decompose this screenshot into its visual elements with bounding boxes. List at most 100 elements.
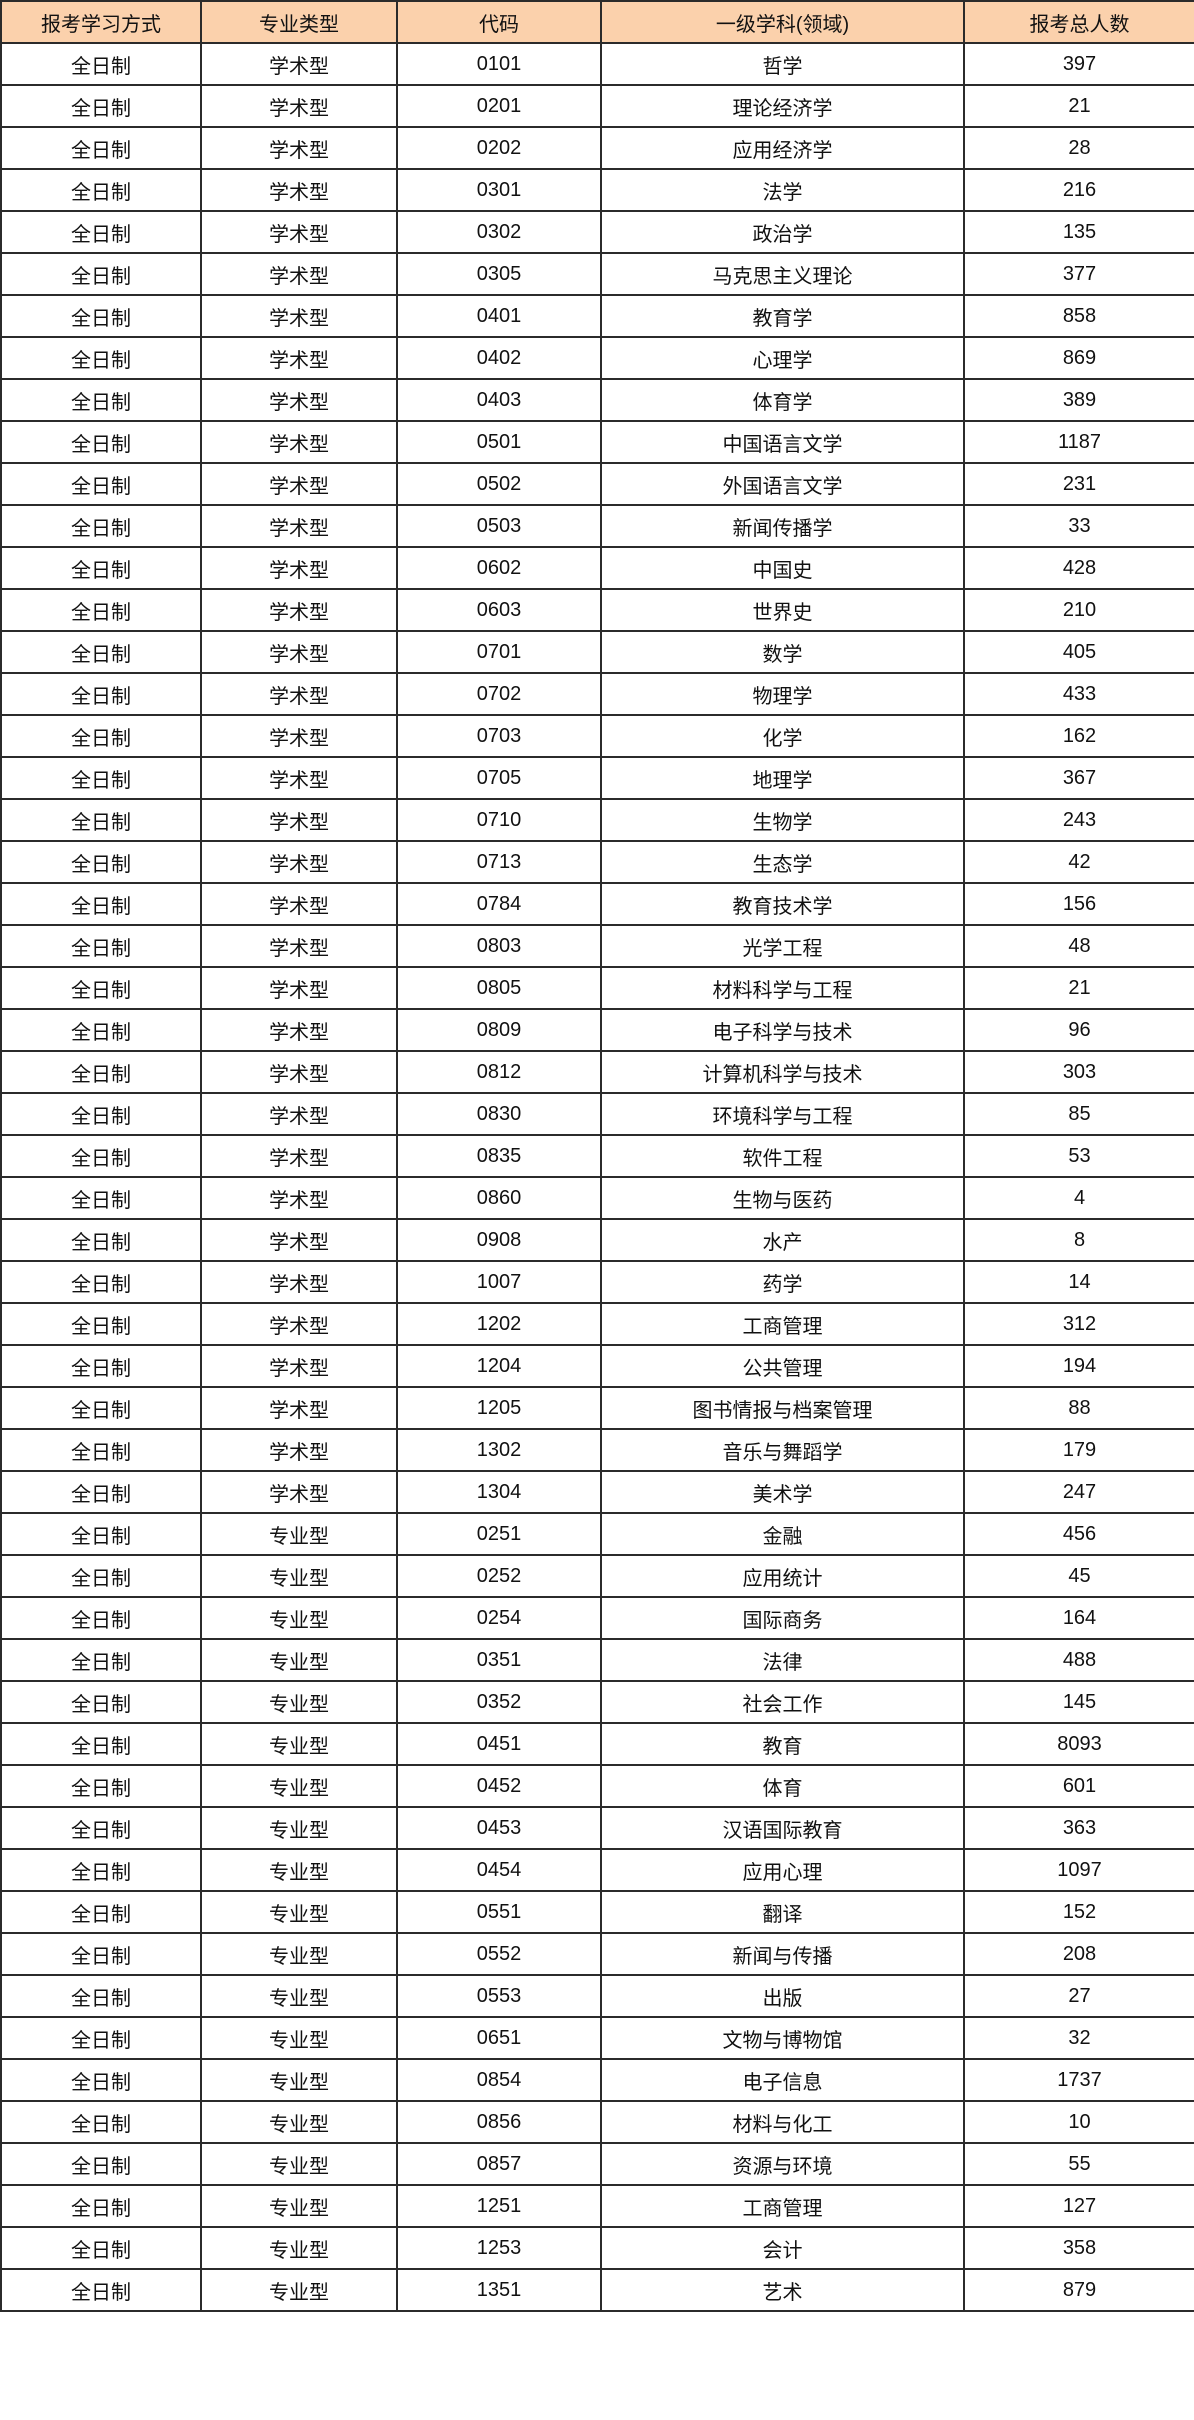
cell-study-mode: 全日制 — [0, 462, 202, 506]
cell-code: 1007 — [396, 1260, 602, 1304]
cell-code: 0305 — [396, 252, 602, 296]
cell-code: 0551 — [396, 1890, 602, 1934]
table-row: 全日制 学术型 0201 理论经济学 21 — [0, 84, 1194, 128]
table-row: 全日制 学术型 0860 生物与医药 4 — [0, 1176, 1194, 1220]
cell-study-mode: 全日制 — [0, 798, 202, 842]
cell-program-type: 专业型 — [200, 2226, 398, 2270]
cell-code: 0402 — [396, 336, 602, 380]
cell-program-type: 专业型 — [200, 1764, 398, 1808]
cell-code: 0908 — [396, 1218, 602, 1262]
cell-study-mode: 全日制 — [0, 1806, 202, 1850]
table-row: 全日制 学术型 0302 政治学 135 — [0, 210, 1194, 254]
cell-program-type: 学术型 — [200, 84, 398, 128]
cell-study-mode: 全日制 — [0, 1218, 202, 1262]
cell-discipline: 电子信息 — [600, 2058, 965, 2102]
cell-total: 208 — [963, 1932, 1194, 1976]
cell-discipline: 马克思主义理论 — [600, 252, 965, 296]
cell-discipline: 材料与化工 — [600, 2100, 965, 2144]
cell-program-type: 学术型 — [200, 714, 398, 758]
table-row: 全日制 学术型 0602 中国史 428 — [0, 546, 1194, 590]
cell-program-type: 专业型 — [200, 1722, 398, 1766]
table-row: 全日制 学术型 0703 化学 162 — [0, 714, 1194, 758]
cell-program-type: 学术型 — [200, 126, 398, 170]
cell-discipline: 生态学 — [600, 840, 965, 884]
cell-discipline: 电子科学与技术 — [600, 1008, 965, 1052]
cell-code: 0784 — [396, 882, 602, 926]
cell-code: 0201 — [396, 84, 602, 128]
cell-discipline: 生物学 — [600, 798, 965, 842]
table-row: 全日制 专业型 0254 国际商务 164 — [0, 1596, 1194, 1640]
cell-discipline: 工商管理 — [600, 2184, 965, 2228]
cell-study-mode: 全日制 — [0, 294, 202, 338]
cell-study-mode: 全日制 — [0, 1050, 202, 1094]
cell-study-mode: 全日制 — [0, 1974, 202, 2018]
table-row: 全日制 专业型 1253 会计 358 — [0, 2226, 1194, 2270]
cell-total: 303 — [963, 1050, 1194, 1094]
cell-program-type: 学术型 — [200, 756, 398, 800]
cell-program-type: 学术型 — [200, 1386, 398, 1430]
table-row: 全日制 学术型 0835 软件工程 53 — [0, 1134, 1194, 1178]
cell-total: 858 — [963, 294, 1194, 338]
applicants-table: 报考学习方式 专业类型 代码 一级学科(领域) 报考总人数 全日制 学术型 01… — [0, 0, 1194, 2312]
cell-total: 216 — [963, 168, 1194, 212]
cell-discipline: 物理学 — [600, 672, 965, 716]
cell-total: 397 — [963, 42, 1194, 86]
cell-program-type: 专业型 — [200, 1512, 398, 1556]
cell-total: 164 — [963, 1596, 1194, 1640]
cell-total: 377 — [963, 252, 1194, 296]
table-row: 全日制 专业型 0854 电子信息 1737 — [0, 2058, 1194, 2102]
cell-code: 0451 — [396, 1722, 602, 1766]
cell-study-mode: 全日制 — [0, 336, 202, 380]
cell-total: 389 — [963, 378, 1194, 422]
cell-discipline: 新闻与传播 — [600, 1932, 965, 1976]
cell-discipline: 音乐与舞蹈学 — [600, 1428, 965, 1472]
cell-code: 0252 — [396, 1554, 602, 1598]
cell-discipline: 图书情报与档案管理 — [600, 1386, 965, 1430]
header-cell-study-mode: 报考学习方式 — [0, 0, 202, 44]
table-row: 全日制 专业型 0452 体育 601 — [0, 1764, 1194, 1808]
cell-discipline: 工商管理 — [600, 1302, 965, 1346]
table-row: 全日制 学术型 1304 美术学 247 — [0, 1470, 1194, 1514]
cell-study-mode: 全日制 — [0, 882, 202, 926]
cell-total: 4 — [963, 1176, 1194, 1220]
table-row: 全日制 专业型 0552 新闻与传播 208 — [0, 1932, 1194, 1976]
cell-program-type: 专业型 — [200, 1974, 398, 2018]
cell-code: 0352 — [396, 1680, 602, 1724]
cell-study-mode: 全日制 — [0, 672, 202, 716]
cell-study-mode: 全日制 — [0, 966, 202, 1010]
header-cell-total: 报考总人数 — [963, 0, 1194, 44]
cell-total: 55 — [963, 2142, 1194, 2186]
cell-discipline: 国际商务 — [600, 1596, 965, 1640]
cell-code: 0857 — [396, 2142, 602, 2186]
cell-code: 0812 — [396, 1050, 602, 1094]
cell-total: 179 — [963, 1428, 1194, 1472]
cell-study-mode: 全日制 — [0, 1260, 202, 1304]
cell-discipline: 翻译 — [600, 1890, 965, 1934]
table-row: 全日制 学术型 0501 中国语言文学 1187 — [0, 420, 1194, 464]
cell-total: 8 — [963, 1218, 1194, 1262]
table-row: 全日制 学术型 0202 应用经济学 28 — [0, 126, 1194, 170]
cell-discipline: 体育 — [600, 1764, 965, 1808]
cell-program-type: 专业型 — [200, 1890, 398, 1934]
cell-study-mode: 全日制 — [0, 1344, 202, 1388]
header-cell-program-type: 专业类型 — [200, 0, 398, 44]
cell-study-mode: 全日制 — [0, 378, 202, 422]
cell-study-mode: 全日制 — [0, 168, 202, 212]
cell-program-type: 学术型 — [200, 1134, 398, 1178]
cell-total: 27 — [963, 1974, 1194, 2018]
cell-study-mode: 全日制 — [0, 1848, 202, 1892]
cell-code: 0809 — [396, 1008, 602, 1052]
cell-total: 162 — [963, 714, 1194, 758]
table-row: 全日制 专业型 0251 金融 456 — [0, 1512, 1194, 1556]
cell-discipline: 法学 — [600, 168, 965, 212]
cell-program-type: 学术型 — [200, 882, 398, 926]
cell-code: 1302 — [396, 1428, 602, 1472]
cell-study-mode: 全日制 — [0, 2268, 202, 2312]
table-row: 全日制 学术型 0403 体育学 389 — [0, 378, 1194, 422]
cell-study-mode: 全日制 — [0, 210, 202, 254]
cell-code: 0254 — [396, 1596, 602, 1640]
cell-study-mode: 全日制 — [0, 2226, 202, 2270]
table-row: 全日制 学术型 0401 教育学 858 — [0, 294, 1194, 338]
cell-discipline: 资源与环境 — [600, 2142, 965, 2186]
cell-code: 0703 — [396, 714, 602, 758]
